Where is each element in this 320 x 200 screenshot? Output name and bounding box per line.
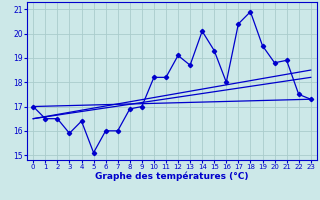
X-axis label: Graphe des températures (°C): Graphe des températures (°C) (95, 172, 249, 181)
